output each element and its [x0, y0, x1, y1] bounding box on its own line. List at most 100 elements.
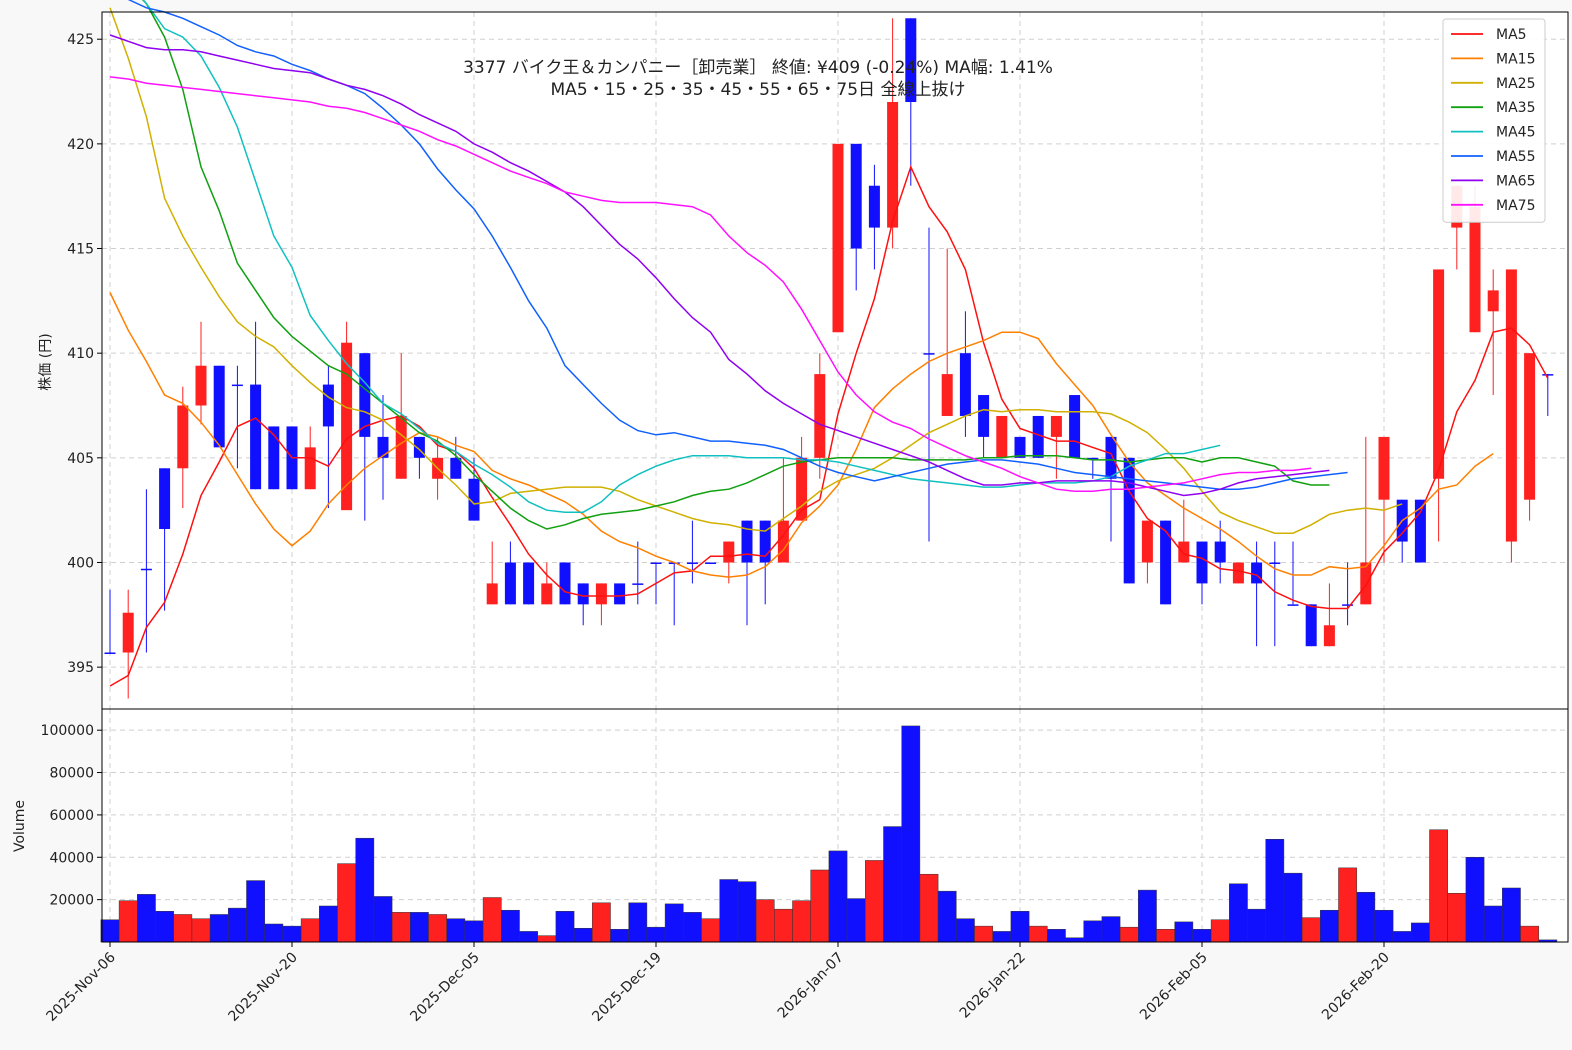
volume-bar [173, 914, 193, 943]
volume-bar [410, 912, 429, 943]
ma25-line [109, 7, 1403, 534]
volume-bar [1338, 867, 1357, 943]
volume-bar [1483, 905, 1503, 943]
candle-body [304, 447, 316, 490]
candle-body [595, 583, 607, 605]
volume-bar [1138, 889, 1157, 943]
volume-bar [683, 912, 702, 943]
volume-bar [828, 850, 848, 943]
legend-label: MA45 [1496, 125, 1535, 141]
volume-bar [901, 725, 921, 943]
ma15-line [109, 292, 1494, 578]
volume-bar [555, 911, 575, 943]
candle-body [1160, 520, 1172, 605]
volume-bar [1174, 921, 1194, 943]
candle-body [322, 384, 334, 427]
candle-body [140, 568, 152, 571]
candle-body [1360, 562, 1372, 605]
volume-bar [1411, 922, 1430, 943]
candle-body [577, 583, 589, 605]
chart-subtitle: MA5・15・25・35・45・55・65・75日 全線上抜け [551, 80, 966, 100]
ma55-line [127, 0, 1348, 490]
candle-body [650, 562, 662, 564]
volume-bar [137, 894, 156, 943]
candlesticks [104, 18, 1554, 699]
candle-body [1105, 436, 1117, 479]
ma5-line [109, 164, 1549, 687]
legend-box [1442, 18, 1546, 223]
candle-body [1251, 562, 1263, 584]
legend: MA5 MA15 MA25 MA35 MA45 MA55 MA65 MA75 [1442, 18, 1546, 223]
candle-body [177, 405, 189, 469]
candle-body [723, 541, 735, 563]
candle-body [541, 583, 553, 605]
volume-bar [1283, 872, 1303, 943]
volume-bar [883, 826, 902, 943]
candle-body [1305, 604, 1317, 647]
candle-body [1123, 457, 1135, 584]
candle-body [941, 374, 953, 416]
candle-body [268, 426, 280, 490]
volume-bar [701, 918, 720, 943]
candle-body [1014, 436, 1026, 458]
volume-bar [428, 914, 447, 943]
candle-body [1378, 436, 1390, 500]
candle-body [1542, 374, 1554, 376]
candle-body [923, 353, 935, 355]
volume-bar [1028, 925, 1048, 943]
candle-body [887, 102, 899, 228]
volume-bar [1156, 929, 1175, 943]
volume-bar [1210, 919, 1230, 943]
volume-bar [1265, 839, 1285, 943]
volume-tick-label: 40000 [49, 850, 94, 866]
volume-bar [1520, 925, 1539, 943]
volume-axis-label: Volume [12, 800, 28, 852]
legend-label: MA25 [1496, 76, 1535, 92]
price-tick-label: 425 [67, 32, 94, 48]
candle-body [1323, 625, 1335, 647]
volume-bar [519, 931, 538, 943]
legend-label: MA55 [1496, 149, 1535, 165]
volume-panel-frame [101, 708, 1569, 943]
volume-bar [919, 873, 939, 943]
legend-label: MA65 [1496, 173, 1535, 189]
volume-bar [100, 919, 120, 943]
volume-bar [373, 896, 393, 943]
volume-bar [592, 902, 611, 943]
volume-bar [1083, 920, 1103, 943]
legend-label: MA5 [1496, 27, 1527, 43]
candle-body [1524, 353, 1536, 500]
candle-body [523, 562, 535, 605]
candle-body [341, 342, 353, 511]
candle-body [832, 143, 844, 333]
price-tick-label: 410 [67, 346, 94, 362]
candle-body [759, 520, 771, 563]
candle-body [1269, 562, 1281, 564]
chart-title: 3377 バイク王＆カンパニー［卸売業］ 終値: ¥409 (-0.24%) M… [463, 58, 1053, 78]
candle-body [1050, 415, 1062, 437]
candle-body [1414, 499, 1426, 563]
volume-bar [1392, 931, 1412, 943]
legend-label: MA75 [1496, 198, 1535, 214]
candle-body [195, 365, 207, 406]
volume-bar [209, 914, 229, 943]
candle-body [814, 374, 826, 458]
volume-bar [1192, 929, 1212, 943]
volume-bar [974, 925, 993, 943]
price-tick-label: 415 [67, 242, 94, 258]
volume-bar [1010, 911, 1030, 943]
volume-bar [319, 905, 338, 943]
candle-body [231, 384, 243, 387]
candle-body [796, 457, 808, 521]
candle-body [959, 353, 971, 416]
candle-body [741, 520, 753, 563]
volume-bar [810, 869, 830, 943]
volume-bar [482, 897, 502, 943]
volume-bar [992, 931, 1012, 943]
candle-body [868, 185, 880, 228]
volume-bar [646, 926, 666, 943]
volume-bar [155, 911, 174, 943]
volume-bar [300, 918, 320, 943]
ma65-line [109, 34, 1330, 497]
volume-bar [1119, 926, 1139, 943]
